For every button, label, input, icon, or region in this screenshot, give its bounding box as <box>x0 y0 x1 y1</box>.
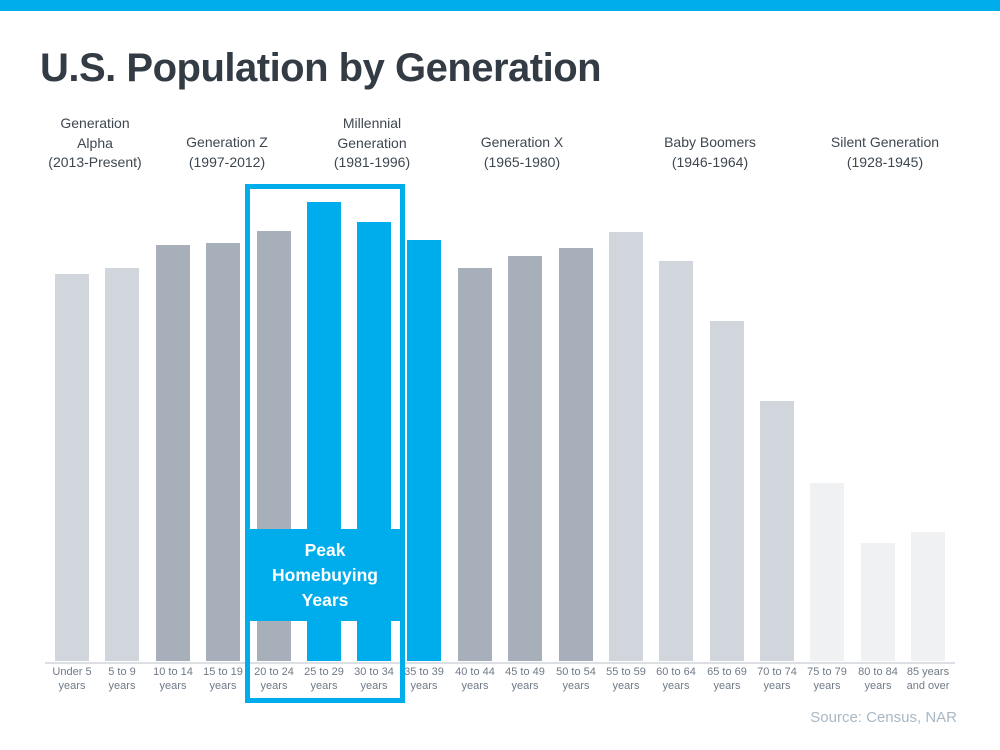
generation-label-generation-z: Generation Z (1997-2012) <box>186 134 268 170</box>
bar-85-years-and-over <box>911 532 945 661</box>
axis-label-45-to-49-years: 45 to 49 years <box>505 666 545 692</box>
axis-label-20-to-24-years: 20 to 24 years <box>254 666 294 692</box>
axis-label-35-to-39-years: 35 to 39 years <box>404 666 444 692</box>
axis-label-under-5-years: Under 5 years <box>52 666 92 692</box>
generation-label-silent-generation: Silent Generation (1928-1945) <box>830 134 940 170</box>
generation-label-generation-x: Generation X (1965-1980) <box>480 134 564 170</box>
axis-label-80-to-84-years: 80 to 84 years <box>858 666 898 692</box>
generation-label-baby-boomers: Baby Boomers (1946-1964) <box>664 134 756 170</box>
axis-label-55-to-59-years: 55 to 59 years <box>606 666 646 692</box>
source-credit: Source: Census, NAR <box>810 709 957 726</box>
generation-label-millennial: Millennial Generation (1981-1996) <box>333 115 411 170</box>
bar-60-to-64-years <box>659 261 693 661</box>
bar-15-to-19-years <box>206 243 240 661</box>
bar-5-to-9-years <box>105 268 139 661</box>
axis-label-40-to-44-years: 40 to 44 years <box>455 666 495 692</box>
axis-label-30-to-34-years: 30 to 34 years <box>354 666 394 692</box>
axis-label-15-to-19-years: 15 to 19 years <box>203 666 243 692</box>
axis-label-65-to-69-years: 65 to 69 years <box>707 666 747 692</box>
bar-10-to-14-years <box>156 245 190 661</box>
bar-40-to-44-years <box>458 268 492 661</box>
bar-45-to-49-years <box>508 256 542 661</box>
axis-label-75-to-79-years: 75 to 79 years <box>807 666 847 692</box>
page-title: U.S. Population by Generation <box>40 46 602 90</box>
bar-35-to-39-years <box>407 240 441 661</box>
axis-label-5-to-9-years: 5 to 9 years <box>108 666 136 692</box>
axis-label-60-to-64-years: 60 to 64 years <box>656 666 696 692</box>
bar-70-to-74-years <box>760 401 794 661</box>
bar-55-to-59-years <box>609 232 643 661</box>
bar-under-5-years <box>55 274 89 661</box>
axis-label-25-to-29-years: 25 to 29 years <box>304 666 344 692</box>
generation-label-generation: Generation Alpha (2013-Present) <box>48 115 142 170</box>
axis-label-10-to-14-years: 10 to 14 years <box>153 666 193 692</box>
axis-label-70-to-74-years: 70 to 74 years <box>757 666 797 692</box>
bar-65-to-69-years <box>710 321 744 661</box>
chart-baseline <box>45 662 955 664</box>
peak-homebuying-highlight-box <box>245 184 405 703</box>
axis-label-50-to-54-years: 50 to 54 years <box>556 666 596 692</box>
brand-top-strip <box>0 0 1000 11</box>
bar-50-to-54-years <box>559 248 593 661</box>
bar-75-to-79-years <box>810 483 844 661</box>
bar-80-to-84-years <box>861 543 895 661</box>
peak-homebuying-label: Peak Homebuying Years <box>250 529 400 621</box>
axis-label-85-years-and-over: 85 years and over <box>906 666 950 692</box>
